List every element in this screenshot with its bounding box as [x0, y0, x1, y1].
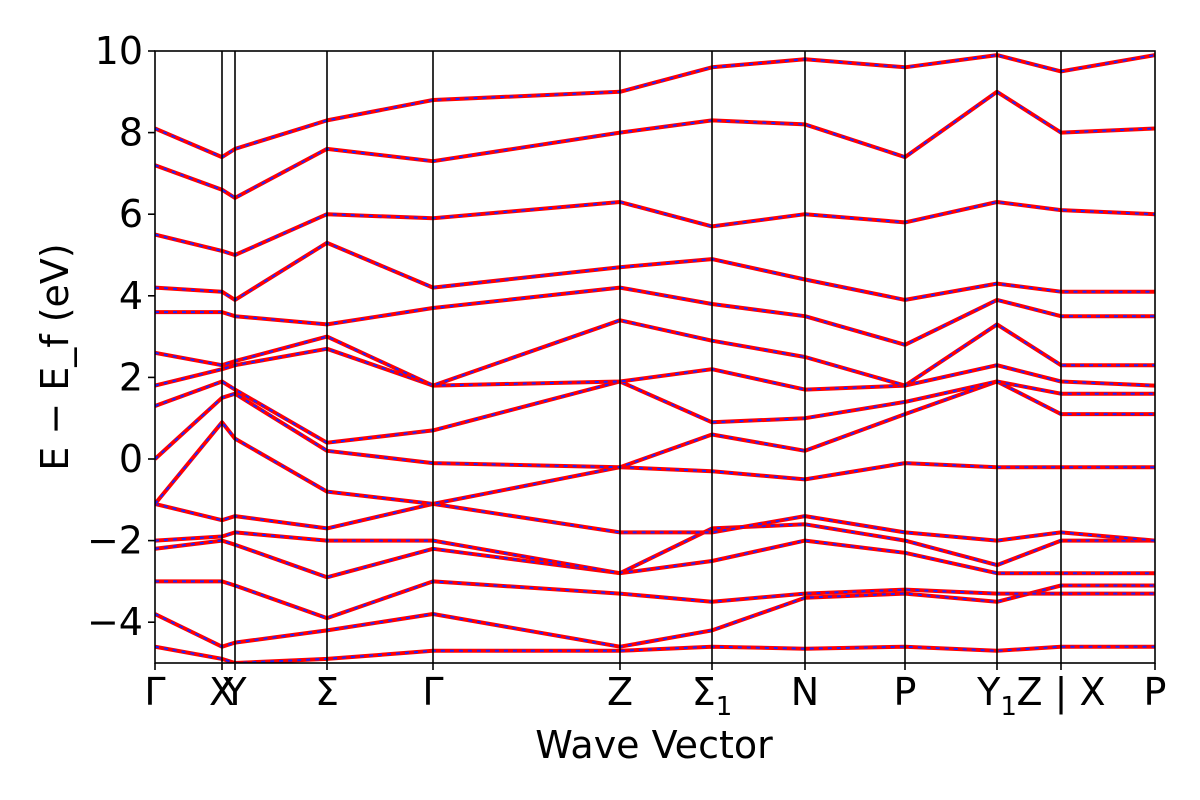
- band-line-13: [155, 200, 1155, 257]
- band-line-dashed-3: [155, 539, 1155, 579]
- x-tick-label-11: P: [1144, 670, 1167, 714]
- band-line-4: [155, 522, 1155, 576]
- band-line-14: [155, 89, 1155, 200]
- y-tick-label-2: 0: [119, 437, 143, 481]
- y-tick-label-6: 8: [119, 111, 143, 155]
- band-line-dashed-7: [155, 380, 1155, 469]
- band-line-dashed-11: [155, 286, 1155, 346]
- band-line-dashed-15: [155, 54, 1155, 159]
- x-tick-label-9: Y1: [976, 670, 1017, 722]
- band-line-dashed-5: [155, 502, 1155, 542]
- band-line-dashed-12: [155, 241, 1155, 302]
- y-tick-label-4: 4: [119, 274, 143, 318]
- y-tick-label-0: −4: [87, 600, 143, 644]
- band-line-8: [155, 379, 1155, 445]
- x-tick-label-5: Z: [607, 670, 633, 714]
- y-tick-label-7: 10: [95, 29, 143, 73]
- band-line-0: [155, 644, 1155, 663]
- band-line-dashed-14: [155, 90, 1155, 200]
- x-tick-label-3: Σ: [315, 670, 339, 714]
- band-line-5: [155, 501, 1155, 543]
- x-tick-label-10: Z | X: [1016, 670, 1105, 715]
- band-line-11: [155, 285, 1155, 347]
- band-line-dashed-2: [155, 580, 1155, 620]
- x-axis-label: Wave Vector: [535, 723, 773, 767]
- x-tick-label-0: Γ: [144, 670, 165, 714]
- high-symmetry-lines: [221, 51, 1062, 663]
- y-axis: −4 −2 0 2 4 6 8 10: [87, 29, 155, 644]
- band-line-12: [155, 240, 1155, 302]
- band-line-dashed-1: [155, 584, 1155, 648]
- band-line-10: [155, 318, 1155, 388]
- band-line-15: [155, 53, 1155, 160]
- band-line-dashed-8: [155, 380, 1155, 444]
- y-tick-label-1: −2: [87, 519, 143, 563]
- plot-frame: [154, 50, 1156, 664]
- x-tick-label-4: Γ: [422, 670, 443, 714]
- x-tick-label-6: Σ1: [692, 670, 733, 722]
- bands-layer: [155, 53, 1155, 663]
- band-line-3: [155, 538, 1155, 580]
- band-line-dashed-13: [155, 200, 1155, 257]
- band-line-6: [155, 420, 1155, 506]
- x-tick-label-8: P: [894, 670, 917, 714]
- band-line-dashed-6: [155, 420, 1155, 505]
- band-line-dashed-0: [155, 645, 1155, 663]
- y-axis-label: E − E_f (eV): [33, 243, 77, 471]
- y-tick-label-3: 2: [119, 355, 143, 399]
- x-tick-label-1: X: [209, 670, 235, 714]
- y-tick-label-5: 6: [119, 192, 143, 236]
- x-tick-label-7: N: [791, 670, 819, 714]
- x-tick-label-2: Y: [222, 670, 247, 714]
- band-line-9: [155, 346, 1155, 392]
